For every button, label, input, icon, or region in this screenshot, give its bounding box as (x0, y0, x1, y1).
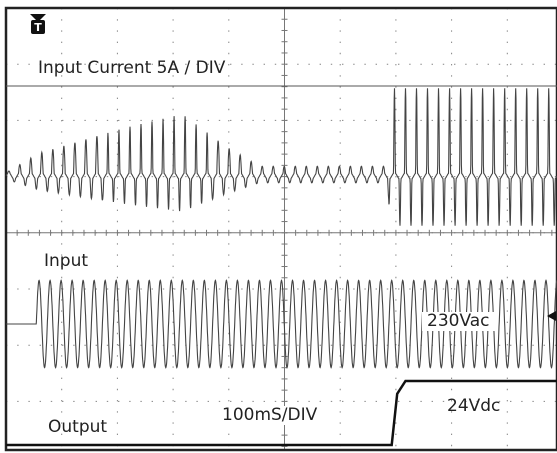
screen-frame (4, 6, 557, 452)
timebase-label: 100mS/DIV (219, 406, 321, 425)
trigger-marker-arrow (30, 14, 46, 22)
trigger-marker-letter: T (34, 21, 42, 34)
input-channel-label: Input (44, 251, 89, 271)
trigger-marker: T (30, 14, 46, 34)
markers: T (30, 14, 556, 321)
input-voltage-label: 230Vac (422, 312, 495, 331)
trigger-marker-box (31, 20, 45, 34)
current-scale-label: Input Current 5A / DIV (38, 58, 226, 78)
output-voltage-trace (6, 379, 557, 447)
output-voltage-label: 24Vdc (447, 396, 501, 416)
output-channel-label: Output (48, 417, 108, 437)
ground-marker-icon (547, 311, 556, 321)
input-current-trace (5, 88, 557, 226)
graticule (4, 6, 557, 452)
traces (5, 88, 557, 447)
input-voltage-trace (6, 279, 557, 369)
